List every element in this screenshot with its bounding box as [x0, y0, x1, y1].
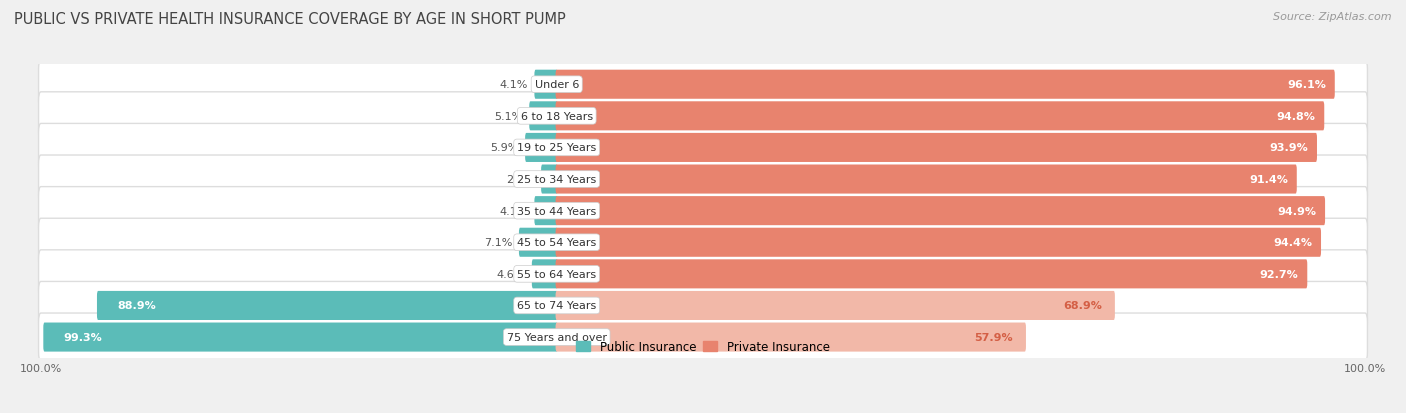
Text: 4.1%: 4.1% [499, 80, 527, 90]
FancyBboxPatch shape [38, 93, 1368, 140]
Text: 35 to 44 Years: 35 to 44 Years [517, 206, 596, 216]
Text: 7.1%: 7.1% [484, 237, 512, 248]
Text: 4.1%: 4.1% [499, 206, 527, 216]
Text: 19 to 25 Years: 19 to 25 Years [517, 143, 596, 153]
Text: 45 to 54 Years: 45 to 54 Years [517, 237, 596, 248]
FancyBboxPatch shape [38, 124, 1368, 172]
FancyBboxPatch shape [38, 187, 1368, 235]
FancyBboxPatch shape [555, 102, 1324, 131]
FancyBboxPatch shape [555, 323, 1026, 352]
Text: 5.9%: 5.9% [491, 143, 519, 153]
Text: 55 to 64 Years: 55 to 64 Years [517, 269, 596, 279]
Text: 94.9%: 94.9% [1277, 206, 1316, 216]
Text: 75 Years and over: 75 Years and over [506, 332, 607, 342]
FancyBboxPatch shape [529, 102, 558, 131]
Text: PUBLIC VS PRIVATE HEALTH INSURANCE COVERAGE BY AGE IN SHORT PUMP: PUBLIC VS PRIVATE HEALTH INSURANCE COVER… [14, 12, 565, 27]
FancyBboxPatch shape [555, 291, 1115, 320]
FancyBboxPatch shape [541, 165, 558, 194]
FancyBboxPatch shape [524, 133, 558, 163]
FancyBboxPatch shape [555, 165, 1296, 194]
FancyBboxPatch shape [555, 197, 1324, 225]
Text: 94.4%: 94.4% [1274, 237, 1312, 248]
FancyBboxPatch shape [534, 197, 558, 225]
Text: 68.9%: 68.9% [1063, 301, 1102, 311]
Text: 2.8%: 2.8% [506, 175, 534, 185]
Text: 25 to 34 Years: 25 to 34 Years [517, 175, 596, 185]
FancyBboxPatch shape [555, 228, 1322, 257]
FancyBboxPatch shape [44, 323, 558, 352]
Text: 92.7%: 92.7% [1260, 269, 1298, 279]
FancyBboxPatch shape [38, 250, 1368, 298]
FancyBboxPatch shape [38, 61, 1368, 109]
FancyBboxPatch shape [555, 260, 1308, 289]
Text: 57.9%: 57.9% [974, 332, 1014, 342]
Text: 91.4%: 91.4% [1249, 175, 1288, 185]
FancyBboxPatch shape [531, 260, 558, 289]
Text: 96.1%: 96.1% [1286, 80, 1326, 90]
Text: 88.9%: 88.9% [117, 301, 156, 311]
FancyBboxPatch shape [555, 71, 1334, 100]
FancyBboxPatch shape [38, 156, 1368, 204]
Text: Under 6: Under 6 [534, 80, 579, 90]
Text: Source: ZipAtlas.com: Source: ZipAtlas.com [1274, 12, 1392, 22]
Text: 65 to 74 Years: 65 to 74 Years [517, 301, 596, 311]
FancyBboxPatch shape [38, 313, 1368, 361]
Text: 99.3%: 99.3% [63, 332, 103, 342]
FancyBboxPatch shape [534, 71, 558, 100]
Text: 93.9%: 93.9% [1270, 143, 1308, 153]
FancyBboxPatch shape [38, 219, 1368, 267]
Text: 94.8%: 94.8% [1277, 112, 1316, 121]
Text: 6 to 18 Years: 6 to 18 Years [520, 112, 593, 121]
FancyBboxPatch shape [519, 228, 558, 257]
FancyBboxPatch shape [555, 133, 1317, 163]
FancyBboxPatch shape [38, 282, 1368, 330]
Text: 4.6%: 4.6% [496, 269, 526, 279]
Text: 5.1%: 5.1% [495, 112, 523, 121]
FancyBboxPatch shape [97, 291, 558, 320]
Legend: Public Insurance, Private Insurance: Public Insurance, Private Insurance [571, 335, 835, 358]
